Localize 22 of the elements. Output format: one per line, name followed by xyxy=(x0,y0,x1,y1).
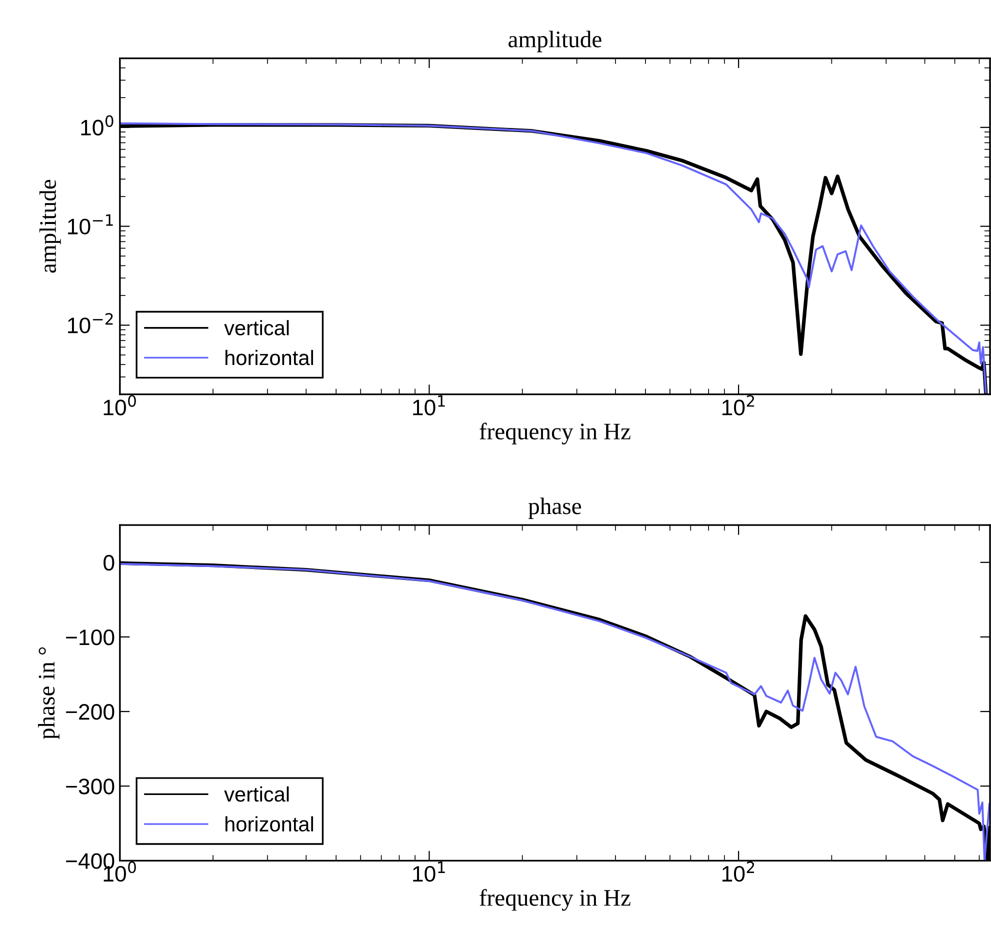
legend-label: vertical xyxy=(224,320,289,336)
y-axis-title: phase in ° xyxy=(38,647,60,740)
x-tick-label: 10$^{2}$ xyxy=(722,395,754,416)
chart-title: phase xyxy=(528,498,582,519)
y-axis-title: amplitude xyxy=(39,180,61,273)
x-axis-title: frequency in Hz xyxy=(480,889,630,911)
y-tick-label: 10$^{−1}$ xyxy=(68,214,113,234)
y-tick-label: −100 xyxy=(66,629,114,646)
legend-label: vertical xyxy=(224,786,289,802)
x-tick-label: 10$^{1}$ xyxy=(413,395,445,416)
y-tick-label: 10$^{−2}$ xyxy=(68,313,113,334)
legend-label: horizontal xyxy=(226,816,314,832)
x-tick-label: 10$^{0}$ xyxy=(104,395,136,416)
y-tick-label: 10$^{0}$ xyxy=(81,115,114,136)
legend-label: horizontal xyxy=(226,350,314,366)
x-tick-label: 10$^{2}$ xyxy=(722,861,754,882)
y-tick-label: −300 xyxy=(66,778,114,794)
y-tick-label: 0 xyxy=(104,554,114,571)
y-tick-label: −200 xyxy=(66,704,114,720)
x-axis-title: frequency in Hz xyxy=(480,422,630,444)
x-tick-label: 10$^{1}$ xyxy=(413,862,445,882)
chart-title: amplitude xyxy=(508,30,602,52)
